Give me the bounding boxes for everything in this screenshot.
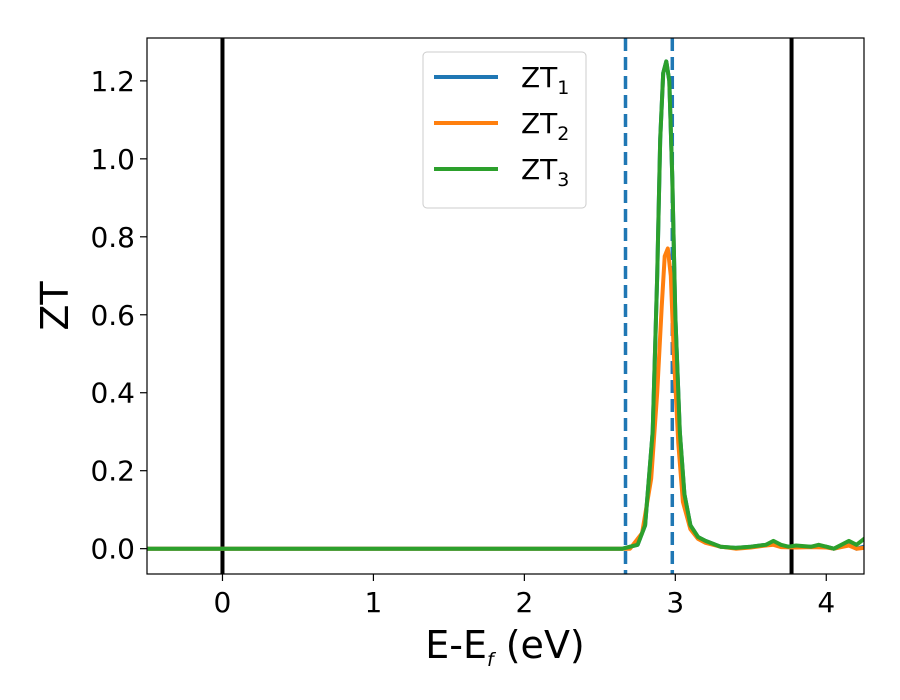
y-tick-label: 1.2 [90,65,135,98]
reference-lines [220,38,794,574]
legend-label-3: ZT3 [521,153,569,191]
x-tick-label: 2 [515,586,533,619]
y-tick-label: 0.0 [90,533,135,566]
plot-area [146,37,865,575]
series-line-3 [147,59,864,551]
x-tick-label: 1 [365,586,383,619]
plot-frame [146,37,865,575]
series-lines [147,59,864,551]
y-tick-label: 0.6 [90,299,135,332]
y-tick-label: 0.8 [90,221,135,254]
series-line-2 [147,246,864,551]
legend-label-2: ZT2 [521,107,569,145]
legend-label-1: ZT1 [521,61,569,99]
y-axis: 0.0 0.2 0.4 0.6 0.8 1.0 1.2 [90,65,147,566]
y-tick-label: 1.0 [90,143,135,176]
x-axis-title-main: E-E [425,623,487,667]
x-tick-label: 3 [666,586,684,619]
x-axis-title: E-Ef (eV) [425,623,585,671]
x-axis-title-tail: (eV) [494,623,585,667]
x-tick-label: 4 [817,586,835,619]
x-axis-title-sub: f [487,649,497,671]
y-tick-label: 0.4 [90,377,135,410]
x-tick-label: 0 [214,586,232,619]
y-axis-title: ZT [33,281,77,331]
x-axis: 0 1 2 3 4 [214,574,835,619]
legend: ZT1 ZT2 ZT3 [422,51,587,209]
y-tick-label: 0.2 [90,455,135,488]
